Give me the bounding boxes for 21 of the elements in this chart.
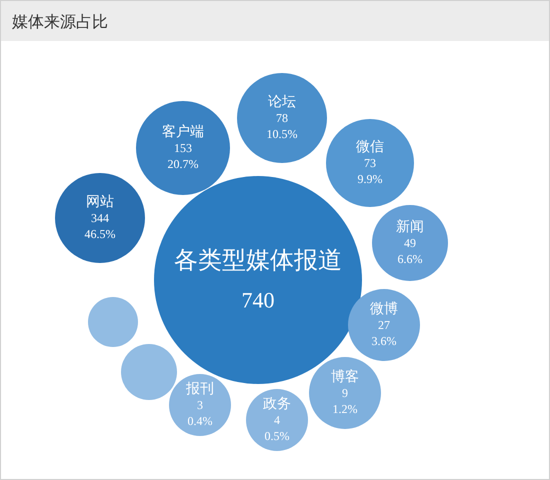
category-label: 客户端: [162, 124, 204, 140]
category-label: 政务: [263, 396, 291, 412]
data-label: 9: [342, 386, 348, 400]
category-label: 论坛: [268, 94, 296, 110]
data-label: 49: [404, 236, 416, 250]
data-label: 3: [197, 398, 203, 412]
data-label: 73: [364, 156, 376, 170]
category-label: 微信: [356, 139, 384, 155]
data-label: 153: [174, 141, 192, 155]
data-label: 4: [274, 413, 280, 427]
text: 媒体来源占比: [12, 12, 108, 31]
data-label: 78: [276, 111, 288, 125]
category-label: 新闻: [396, 219, 424, 235]
data-label: 344: [91, 211, 109, 225]
data-label: 740: [242, 288, 274, 312]
category-label: 博客: [331, 369, 359, 385]
data-label: 27: [378, 318, 390, 332]
category-label: 报刊: [185, 381, 214, 397]
category-label: 各类型媒体报道: [174, 246, 342, 274]
category-label: 微博: [370, 301, 398, 317]
category-label: 网站: [86, 194, 114, 210]
